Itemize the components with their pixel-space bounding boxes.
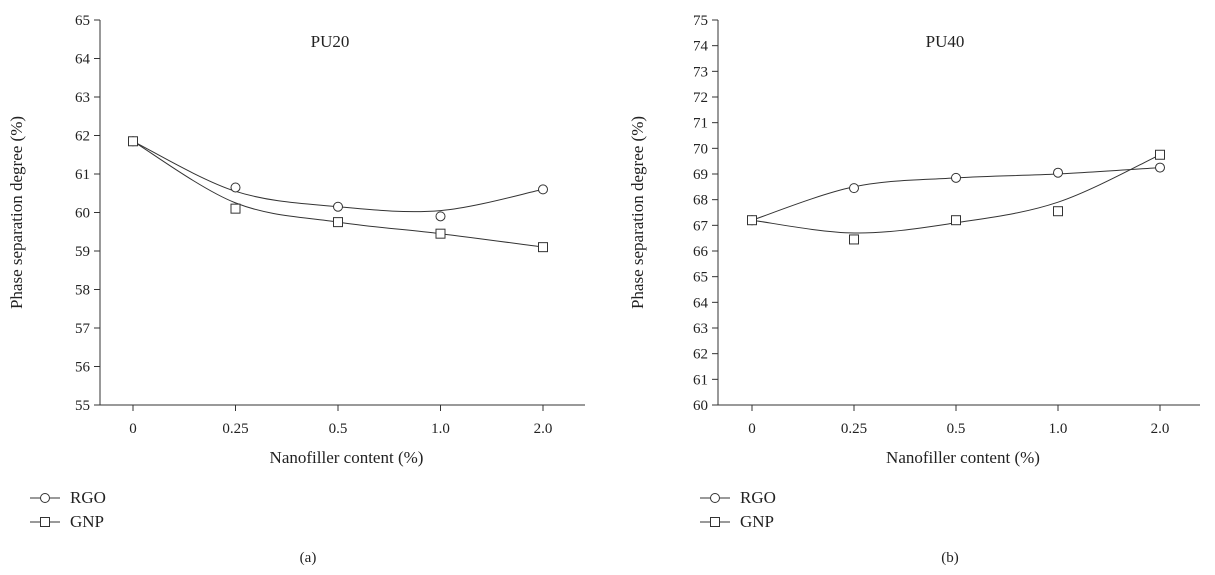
legend: RGO GNP: [30, 488, 106, 531]
series-gnp: [747, 149, 1165, 245]
legend-marker-circle: [710, 493, 720, 503]
y-axis-label: Phase separation degree (%): [7, 116, 26, 309]
y-tick-label: 74: [693, 39, 709, 55]
data-point-gnp: [538, 242, 548, 253]
y-tick-label: 75: [693, 13, 708, 29]
legend: RGO GNP: [700, 488, 776, 531]
y-tick-label: 66: [693, 244, 709, 260]
y-tick-label: 60: [693, 398, 708, 414]
chart-title: PU40: [926, 32, 965, 51]
y-tick-label: 68: [693, 193, 708, 209]
x-tick-label: 0: [129, 421, 137, 437]
data-point-rgo: [951, 172, 961, 183]
y-tick-label: 73: [693, 64, 708, 80]
chart-panel-1: 55 56 57 58 59 60 61 62 63 64 65 0 0.25 0.5 1.0 2.0 Nano…: [7, 13, 585, 566]
y-tick-label: 61: [693, 372, 708, 388]
y-tick-label: 69: [693, 167, 708, 183]
x-tick-label: 0.5: [329, 421, 348, 437]
legend-marker-square: [710, 517, 720, 527]
data-point-rgo: [1053, 167, 1063, 178]
legend-label: RGO: [740, 488, 776, 507]
data-point-rgo: [849, 183, 859, 194]
panel-label: (b): [941, 550, 959, 566]
data-point-gnp: [747, 215, 757, 226]
legend-label: RGO: [70, 488, 106, 507]
data-point-gnp: [1155, 149, 1165, 160]
y-tick-label: 57: [75, 321, 91, 337]
y-tick-label: 62: [75, 129, 90, 145]
data-point-rgo: [230, 182, 241, 193]
y-tick-label: 65: [693, 270, 708, 286]
y-tick-label: 58: [75, 283, 90, 299]
legend-marker-circle: [40, 493, 50, 503]
data-point-rgo: [538, 184, 548, 195]
y-tick-label: 65: [75, 13, 90, 29]
y-tick-label: 63: [693, 321, 708, 337]
data-point-gnp: [849, 234, 859, 245]
y-tick-label: 55: [75, 398, 90, 414]
x-axis-label: Nanofiller content (%): [886, 448, 1040, 467]
x-tick-label: 0: [748, 421, 756, 437]
data-point-rgo: [435, 211, 446, 222]
y-tick-label: 64: [693, 295, 709, 311]
chart-title: PU20: [311, 32, 350, 51]
x-tick-label: 0.25: [222, 421, 248, 437]
data-point-gnp: [230, 203, 241, 214]
y-axis-label: Phase separation degree (%): [628, 116, 647, 309]
trend-curve-gnp: [132, 140, 544, 248]
y-tick-label: 56: [75, 360, 91, 376]
y-tick-label: 62: [693, 347, 708, 363]
y-tick-label: 63: [75, 90, 90, 106]
data-point-gnp: [333, 217, 343, 228]
y-tick-label: 64: [75, 52, 91, 68]
y-tick-label: 67: [693, 218, 709, 234]
series-gnp: [128, 136, 548, 253]
trend-curve-rgo: [132, 140, 544, 213]
data-point-gnp: [1053, 206, 1063, 217]
panel-label: (a): [300, 550, 317, 566]
legend-label: GNP: [70, 512, 104, 531]
y-tick-label: 59: [75, 244, 90, 260]
x-tick-label: 1.0: [1049, 421, 1068, 437]
x-axis-label: Nanofiller content (%): [270, 448, 424, 467]
y-tick-label: 60: [75, 206, 90, 222]
x-tick-label: 0.25: [841, 421, 867, 437]
data-point-rgo: [1155, 162, 1165, 173]
y-tick-label: 70: [693, 141, 708, 157]
x-tick-label: 2.0: [1151, 421, 1170, 437]
data-point-rgo: [333, 201, 343, 212]
legend-marker-square: [40, 517, 50, 527]
x-tick-label: 0.5: [947, 421, 966, 437]
x-tick-label: 2.0: [534, 421, 553, 437]
data-point-gnp: [435, 228, 446, 239]
data-point-gnp: [951, 215, 961, 226]
data-point-gnp: [128, 136, 138, 147]
chart-panel-2: 60 61 62 63 64 65 66 67 68 69 70 71 72 73 74 75 0 0.25 0.5…: [628, 13, 1200, 566]
y-tick-label: 72: [693, 90, 708, 106]
legend-label: GNP: [740, 512, 774, 531]
y-tick-label: 61: [75, 167, 90, 183]
y-tick-label: 71: [693, 116, 708, 132]
x-tick-label: 1.0: [431, 421, 450, 437]
